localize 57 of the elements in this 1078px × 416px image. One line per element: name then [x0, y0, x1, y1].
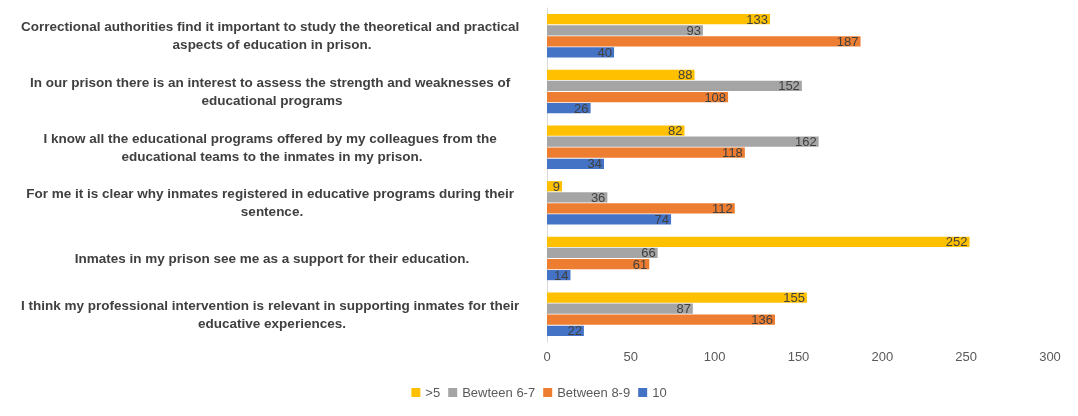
y-tick-label: I know all the educational programs offered by my colleagues from the educational teams to the inmates in my prison. — [43, 130, 501, 164]
legend-label: Bewteen 6-7 — [462, 385, 536, 400]
data-label: 136 — [751, 312, 774, 328]
data-label: 74 — [654, 211, 670, 227]
data-label: 108 — [704, 89, 727, 105]
bar — [547, 25, 703, 36]
x-tick-label: 0 — [543, 349, 551, 364]
x-tick-label: 250 — [955, 349, 978, 364]
data-label: 34 — [587, 156, 603, 172]
bar — [547, 36, 861, 47]
y-tick-label: Correctional authorities find it important to study the theoretical and practical aspects of education in prison. — [21, 19, 523, 53]
data-label: 187 — [836, 33, 859, 49]
x-tick-label: 200 — [871, 349, 894, 364]
data-label: 14 — [554, 267, 569, 283]
bar — [547, 303, 693, 314]
bar — [547, 236, 970, 248]
bar — [547, 14, 770, 25]
bar — [547, 69, 695, 81]
bar — [547, 47, 615, 58]
y-tick-label: For me it is clear why inmates registered in educative programs during their sentence. — [26, 186, 518, 220]
bar — [547, 91, 729, 103]
data-label: 152 — [778, 78, 800, 94]
y-tick-label: Inmates in my prison see me as a support for their education. — [74, 251, 470, 266]
data-label: 82 — [668, 123, 683, 139]
data-label: 112 — [712, 200, 733, 216]
x-tick-label: 150 — [787, 349, 810, 364]
bar — [547, 125, 685, 136]
data-label: 87 — [676, 301, 691, 317]
data-label: 9 — [552, 178, 561, 194]
data-label: 26 — [574, 100, 589, 116]
data-label: 88 — [678, 67, 693, 83]
legend-label: >5 — [425, 385, 441, 400]
data-label: 36 — [590, 189, 606, 205]
bar — [547, 314, 776, 325]
bar — [547, 147, 745, 158]
legend-label: Between 8-9 — [557, 385, 631, 400]
bar — [547, 80, 802, 92]
data-label: 162 — [794, 134, 817, 150]
data-label: 22 — [567, 323, 582, 339]
x-tick-label: 300 — [1039, 349, 1061, 364]
y-tick-label: In our prison there is an interest to assess the strength and weaknesses of educational programs — [30, 75, 514, 108]
bar — [547, 136, 819, 147]
data-label: 40 — [597, 44, 613, 60]
legend-label: 10 — [652, 385, 667, 400]
bar — [547, 214, 672, 225]
bar — [547, 203, 735, 214]
x-tick-label: 100 — [703, 349, 726, 364]
data-label: 133 — [746, 11, 768, 27]
x-tick-label: 50 — [623, 349, 639, 364]
data-label: 252 — [945, 234, 968, 250]
data-label: 155 — [783, 290, 805, 306]
bar — [547, 247, 658, 259]
y-tick-label: I think my professional intervention is relevant in supporting inmates for their educative experiences. — [21, 297, 523, 331]
bar — [547, 292, 807, 303]
data-label: 118 — [722, 145, 743, 161]
data-label: 93 — [686, 22, 701, 38]
bar — [547, 258, 650, 270]
